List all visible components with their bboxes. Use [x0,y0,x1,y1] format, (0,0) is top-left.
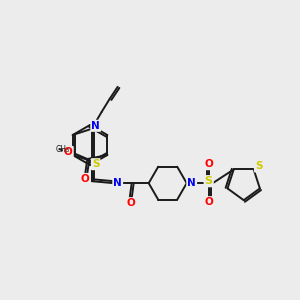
Text: CH₃: CH₃ [55,145,69,154]
Text: O: O [204,159,213,169]
Text: O: O [64,147,73,157]
Text: O: O [204,197,213,207]
Text: N: N [113,178,122,188]
Text: S: S [255,161,262,171]
Text: O: O [81,174,90,184]
Text: O: O [126,198,135,208]
Text: N: N [91,121,100,131]
Text: N: N [187,178,196,188]
Text: S: S [92,159,100,169]
Text: S: S [205,176,213,186]
